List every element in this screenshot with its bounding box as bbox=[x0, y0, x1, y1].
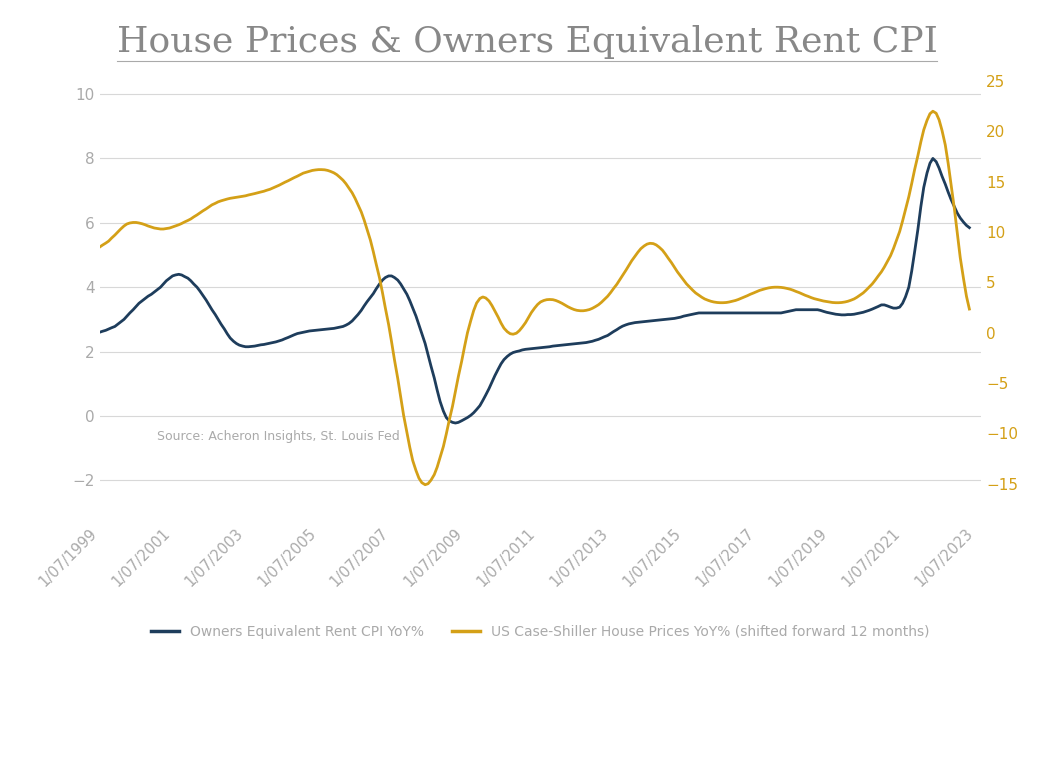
Text: Source: Acheron Insights, St. Louis Fed: Source: Acheron Insights, St. Louis Fed bbox=[157, 430, 399, 443]
Text: House Prices & Owners Equivalent Rent CPI: House Prices & Owners Equivalent Rent CP… bbox=[117, 25, 937, 59]
Legend: Owners Equivalent Rent CPI YoY%, US Case-Shiller House Prices YoY% (shifted forw: Owners Equivalent Rent CPI YoY%, US Case… bbox=[145, 619, 935, 644]
